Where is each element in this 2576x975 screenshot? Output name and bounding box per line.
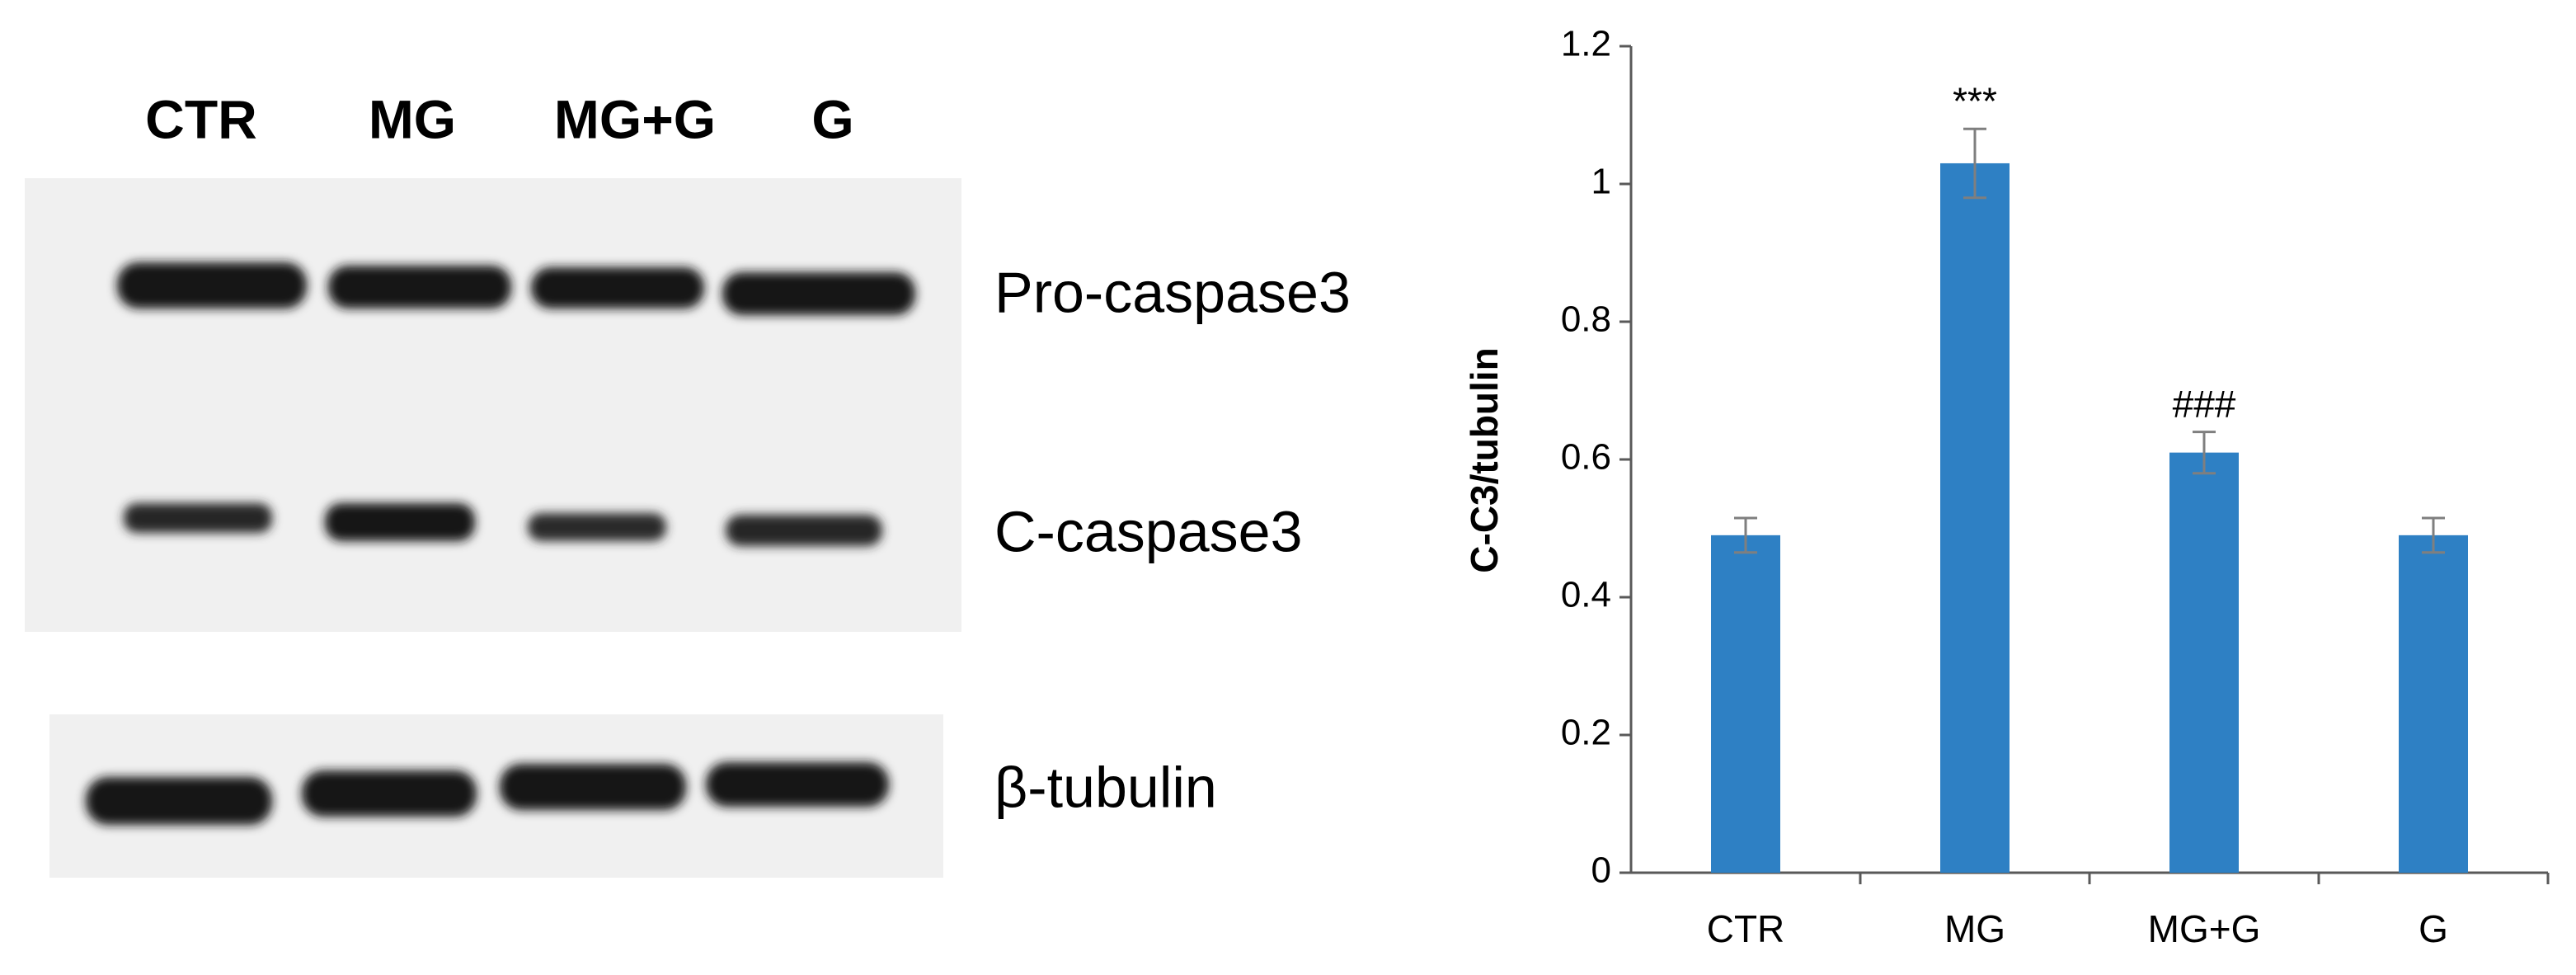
western-blot: CTR MG MG+G G Pro-caspase3 C-caspase3 β-…: [25, 88, 1351, 878]
error-bar: [2193, 431, 2216, 475]
lane-label: MG: [369, 88, 456, 149]
x-tick-label: G: [2419, 907, 2448, 950]
bar: [2169, 452, 2239, 873]
y-tick-label: 1.2: [1561, 24, 1611, 64]
y-tick-label: 0.6: [1561, 437, 1611, 478]
band-label: Pro-caspase3: [994, 260, 1351, 324]
y-tick-label: 0.2: [1561, 713, 1611, 753]
error-bar: [2422, 516, 2445, 554]
error-bar: [1963, 127, 1986, 200]
lane-label: G: [811, 88, 853, 149]
y-tick-label: 1: [1591, 162, 1611, 202]
y-axis-label: C-C3/tubulin: [1463, 347, 1506, 572]
band-label: β-tubulin: [994, 755, 1217, 819]
y-tick-label: 0.4: [1561, 575, 1611, 615]
bands: [117, 262, 915, 546]
significance-label: ###: [2173, 383, 2236, 426]
significance-label: ***: [1953, 79, 1997, 122]
blot-panel: [25, 178, 961, 632]
y-tick-label: 0: [1591, 850, 1611, 891]
error-bar: [1734, 516, 1757, 554]
x-tick-label: CTR: [1707, 907, 1785, 950]
x-tick-label: MG+G: [2148, 907, 2261, 950]
bar: [1940, 162, 2010, 873]
bands: [86, 762, 889, 825]
lane-label: MG+G: [554, 88, 716, 149]
lane-label: CTR: [145, 88, 257, 149]
bar: [2399, 535, 2468, 873]
y-tick-label: 0.8: [1561, 299, 1611, 340]
x-tick-label: MG: [1944, 907, 2005, 950]
band-label: C-caspase3: [994, 499, 1303, 563]
bar: [1711, 535, 1780, 873]
